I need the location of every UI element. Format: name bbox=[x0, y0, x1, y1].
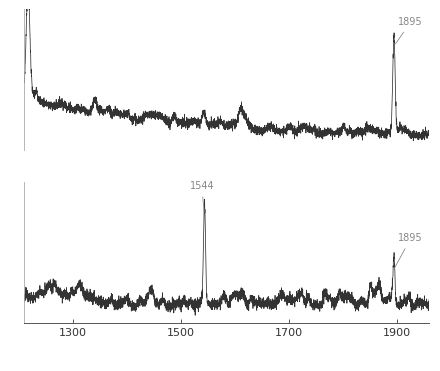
Text: 1895: 1895 bbox=[395, 233, 423, 267]
Text: 1895: 1895 bbox=[396, 17, 423, 44]
Text: m/z: m/z bbox=[439, 338, 440, 348]
Text: 1544: 1544 bbox=[190, 181, 214, 212]
